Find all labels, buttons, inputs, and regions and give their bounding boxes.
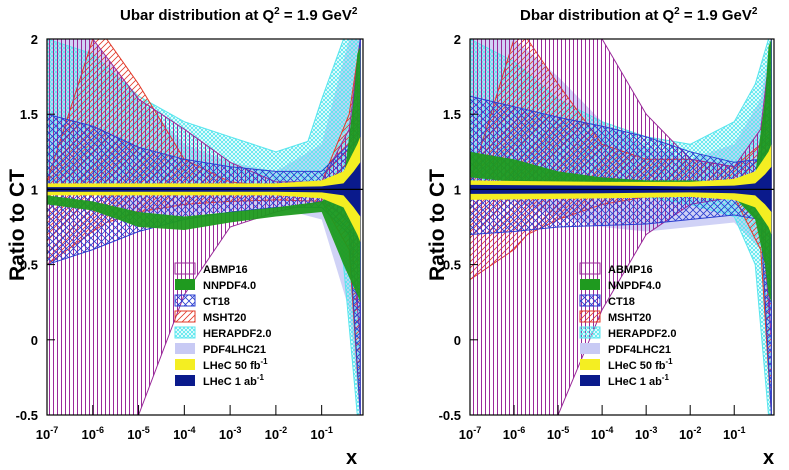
- legend-label: PDF4LHC21: [608, 344, 671, 356]
- y-tick-label: 0.5: [20, 258, 38, 273]
- y-tick-label: 1: [31, 182, 38, 197]
- x-axis: 10-7 10-6 10-5 10-4 10-3 10-2 10-1: [36, 405, 333, 442]
- legend-swatch: [580, 279, 600, 290]
- chart-title: Dbar distribution at Q2 = 1.9 GeV2: [520, 6, 758, 24]
- legend-label: LHeC 1 ab-1: [203, 373, 264, 388]
- legend-swatch: [580, 343, 600, 354]
- legend-label: NNPDF4.0: [203, 280, 256, 292]
- legend-entry-abmp16: ABMP16: [579, 262, 653, 276]
- legend-entry-pdf4lhc21: PDF4LHC21: [580, 343, 671, 356]
- plot-frame: [46, 38, 364, 416]
- legend-label: CT18: [608, 296, 635, 308]
- legend-entry-lhec-50fb: LHeC 50 fb-1: [580, 357, 673, 372]
- legend-entry-lhec-1ab: LHeC 1 ab-1: [580, 373, 669, 388]
- legend-swatch: [579, 294, 601, 307]
- legend: ABMP16 NNPDF4.0 CT18 MSHT20 HERAPDF2.0 P…: [579, 262, 676, 388]
- chart-dbar: Dbar distribution at Q2 = 1.9 GeV2 Ratio…: [426, 6, 775, 469]
- legend-label: NNPDF4.0: [608, 280, 661, 292]
- legend-label: MSHT20: [203, 312, 246, 324]
- legend-entry-nnpdf40: NNPDF4.0: [175, 279, 256, 292]
- legend-swatch: [579, 326, 601, 339]
- x-tick-label: 10-2: [265, 425, 287, 442]
- x-tick-label: 10-1: [723, 425, 745, 442]
- y-tick-label: 1: [454, 182, 461, 197]
- legend-label: ABMP16: [608, 264, 653, 276]
- y-tick-label: 1.5: [443, 107, 461, 122]
- legend-entry-lhec-50fb: LHeC 50 fb-1: [175, 357, 268, 372]
- y-tick-label: 0.5: [443, 258, 461, 273]
- y-tick-label: 0: [454, 333, 461, 348]
- y-axis-label: Ratio to CT: [6, 169, 29, 281]
- x-tick-label: 10-6: [503, 425, 525, 442]
- chart-ubar: Ubar distribution at Q2 = 1.9 GeV2 Ratio…: [6, 6, 364, 469]
- legend-entry-ct18: CT18: [174, 294, 230, 308]
- y-tick-label: 0: [31, 333, 38, 348]
- y-axis: 2 1.5 1 0.5 0 -0.5: [16, 32, 55, 423]
- legend-swatch: [580, 359, 600, 370]
- x-tick-label: 10-4: [173, 425, 195, 442]
- y-tick-label: 2: [454, 32, 461, 47]
- x-axis-label: x: [346, 447, 357, 469]
- y-tick-label: -0.5: [16, 408, 38, 423]
- legend-entry-msht20: MSHT20: [579, 310, 651, 324]
- legend-label: LHeC 50 fb-1: [203, 357, 268, 372]
- legend-swatch: [174, 294, 196, 307]
- legend-entry-abmp16: ABMP16: [174, 262, 248, 276]
- band-ct18: [470, 39, 772, 415]
- legend-entry-ct18: CT18: [579, 294, 635, 308]
- band-ct18: [47, 39, 361, 415]
- legend-entry-herapdf20: HERAPDF2.0: [579, 326, 676, 340]
- legend-swatch: [579, 310, 601, 323]
- legend-swatch: [175, 375, 195, 386]
- x-tick-label: 10-5: [547, 425, 569, 442]
- legend-label: HERAPDF2.0: [608, 328, 676, 340]
- x-tick-label: 10-7: [459, 425, 481, 442]
- x-tick-label: 10-5: [127, 425, 149, 442]
- legend-label: ABMP16: [203, 264, 248, 276]
- plot-frame: [469, 38, 775, 416]
- legend-entry-nnpdf40: NNPDF4.0: [580, 279, 661, 292]
- legend-label: MSHT20: [608, 312, 651, 324]
- chart-title: Ubar distribution at Q2 = 1.9 GeV2: [120, 6, 358, 24]
- legend-swatch: [580, 375, 600, 386]
- legend: ABMP16 NNPDF4.0 CT18 MSHT20 HERAPDF2.0 P…: [174, 262, 271, 388]
- y-tick-label: 1.5: [20, 107, 38, 122]
- legend-label: LHeC 50 fb-1: [608, 357, 673, 372]
- x-tick-label: 10-3: [635, 425, 657, 442]
- legend-swatch: [174, 262, 196, 275]
- x-tick-label: 10-1: [310, 425, 332, 442]
- x-tick-label: 10-6: [82, 425, 104, 442]
- y-axis: 2 1.5 1 0.5 0 -0.5: [439, 32, 478, 423]
- legend-swatch: [175, 343, 195, 354]
- legend-entry-msht20: MSHT20: [174, 310, 246, 324]
- y-tick-label: -0.5: [439, 408, 461, 423]
- x-tick-label: 10-4: [591, 425, 613, 442]
- legend-swatch: [579, 262, 601, 275]
- legend-label: LHeC 1 ab-1: [608, 373, 669, 388]
- legend-swatch: [175, 279, 195, 290]
- x-axis: 10-7 10-6 10-5 10-4 10-3 10-2 10-1: [459, 405, 745, 442]
- legend-entry-herapdf20: HERAPDF2.0: [174, 326, 271, 340]
- legend-label: PDF4LHC21: [203, 344, 266, 356]
- legend-entry-lhec-1ab: LHeC 1 ab-1: [175, 373, 264, 388]
- legend-label: HERAPDF2.0: [203, 328, 271, 340]
- legend-swatch: [174, 326, 196, 339]
- legend-entry-pdf4lhc21: PDF4LHC21: [175, 343, 266, 356]
- x-tick-label: 10-3: [219, 425, 241, 442]
- band-layer: [470, 39, 772, 415]
- x-axis-label: x: [763, 447, 774, 469]
- x-tick-label: 10-7: [36, 425, 58, 442]
- x-tick-label: 10-2: [679, 425, 701, 442]
- legend-label: CT18: [203, 296, 230, 308]
- y-tick-label: 2: [31, 32, 38, 47]
- band-layer: [47, 39, 361, 415]
- legend-swatch: [174, 310, 196, 323]
- y-axis-label: Ratio to CT: [426, 169, 449, 281]
- band-nnpdf40: [470, 39, 772, 303]
- legend-swatch: [175, 359, 195, 370]
